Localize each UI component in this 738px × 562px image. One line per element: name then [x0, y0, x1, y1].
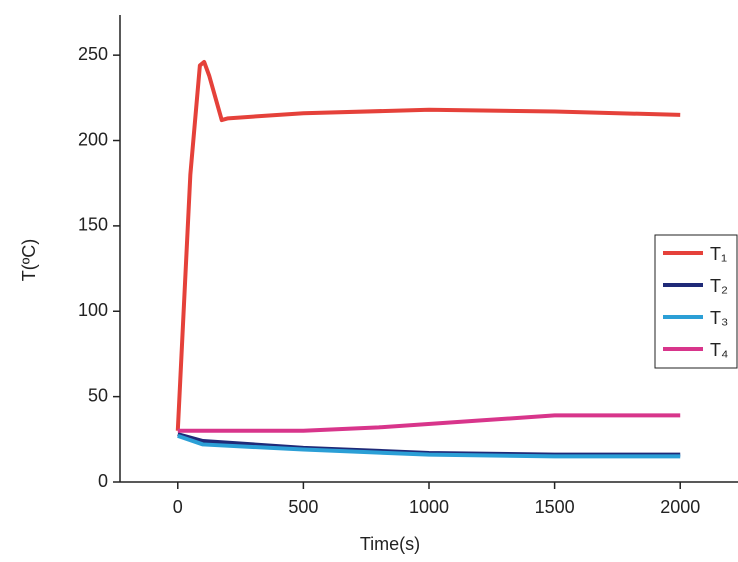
x-tick-label: 0 [173, 497, 183, 517]
y-tick-label: 50 [88, 385, 108, 405]
y-tick-label: 200 [78, 129, 108, 149]
y-tick-label: 150 [78, 215, 108, 235]
legend-label: T₁ [710, 244, 727, 264]
data-line [177, 434, 681, 459]
x-tick-label: 1500 [535, 497, 575, 517]
x-tick-label: 2000 [660, 497, 700, 517]
data-line [177, 413, 681, 433]
legend-label: T₃ [710, 308, 728, 328]
x-tick-label: 500 [288, 497, 318, 517]
legend-box [654, 234, 738, 369]
data-line [175, 59, 681, 431]
x-tick-label: 1000 [409, 497, 449, 517]
y-tick-label: 0 [98, 471, 108, 491]
legend-label: T₂ [710, 276, 728, 296]
y-axis-label: T(ºC) [19, 239, 39, 282]
legend-label: T₄ [710, 340, 728, 360]
y-tick-label: 100 [78, 300, 108, 320]
y-tick-label: 250 [78, 44, 108, 64]
data-line [177, 432, 681, 457]
x-axis-label: Time(s) [360, 534, 420, 554]
